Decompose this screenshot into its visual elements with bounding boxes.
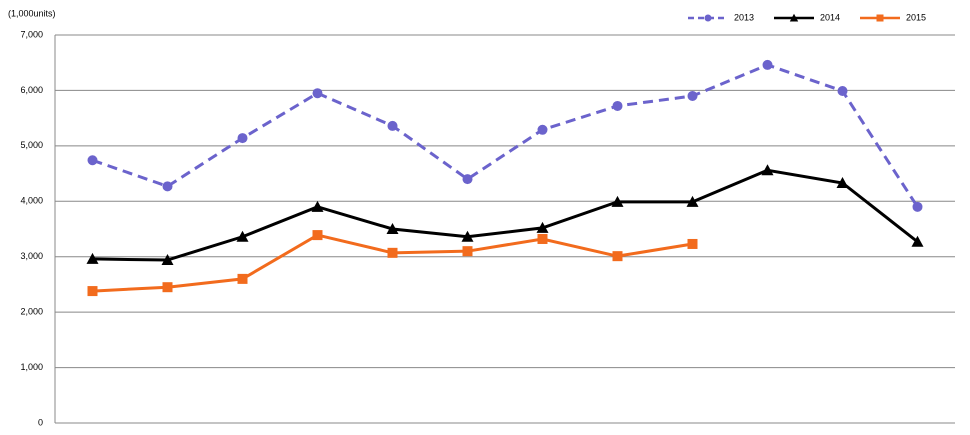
series-line — [92, 63, 919, 208]
data-point — [911, 235, 924, 247]
series-line — [92, 233, 693, 293]
legend-marker — [789, 13, 799, 22]
data-point — [912, 201, 923, 212]
data-point — [536, 221, 549, 233]
legend-marker — [704, 14, 712, 22]
y-tick-label: 3,000 — [20, 251, 43, 261]
data-point — [312, 230, 323, 241]
data-point — [311, 200, 324, 212]
data-point — [161, 254, 174, 266]
data-point — [386, 223, 399, 234]
data-point — [762, 59, 773, 70]
data-point — [86, 252, 99, 264]
data-point — [87, 155, 98, 166]
legend-label: 2015 — [906, 12, 926, 22]
data-point — [87, 286, 98, 297]
legend-label: 2013 — [734, 12, 754, 22]
data-point — [312, 88, 323, 99]
data-point — [387, 247, 398, 258]
y-tick-label: 5,000 — [20, 140, 43, 150]
y-tick-label: 0 — [38, 417, 43, 427]
y-tick-label: 4,000 — [20, 196, 43, 206]
y-tick-label: 6,000 — [20, 85, 43, 95]
data-point — [537, 124, 548, 135]
data-point — [237, 273, 248, 284]
legend-marker — [876, 14, 884, 22]
data-point — [687, 90, 698, 101]
data-point — [162, 181, 173, 192]
y-tick-label: 1,000 — [20, 362, 43, 372]
data-point — [237, 133, 248, 144]
data-point — [761, 164, 774, 176]
data-point — [387, 120, 398, 131]
y-axis-label: (1,000units) — [8, 8, 56, 18]
data-point — [612, 100, 623, 111]
data-point — [462, 246, 473, 257]
data-point — [686, 195, 699, 207]
y-tick-label: 2,000 — [20, 307, 43, 317]
y-tick-label: 7,000 — [20, 29, 43, 39]
data-point — [236, 230, 249, 242]
data-point — [462, 174, 473, 185]
data-point — [611, 195, 624, 207]
data-point — [836, 176, 849, 188]
data-point — [837, 85, 848, 96]
data-point — [461, 230, 474, 242]
legend-label: 2014 — [820, 12, 840, 22]
data-point — [537, 233, 548, 244]
data-point — [612, 251, 623, 262]
series-line — [92, 168, 919, 262]
data-point — [162, 282, 173, 293]
data-point — [687, 238, 698, 249]
